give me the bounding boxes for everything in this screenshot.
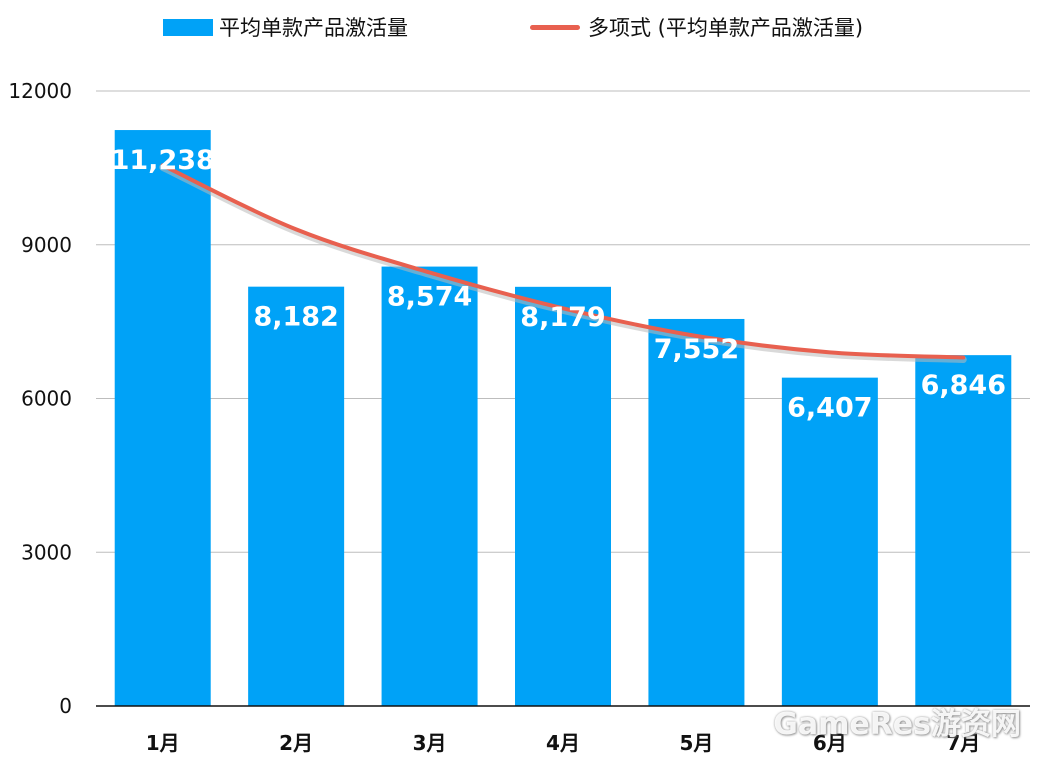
bars xyxy=(114,130,1012,707)
x-tick-label: 5月 xyxy=(679,731,713,755)
x-tick-label: 7月 xyxy=(946,731,980,755)
bar xyxy=(248,286,345,706)
x-tick-label: 2月 xyxy=(279,731,313,755)
data-labels: 11,238 8,182 8,574 8,179 7,552 6,407 6,846 xyxy=(111,145,1006,424)
legend-item-trendline: 多项式 (平均单款产品激活量) xyxy=(530,12,863,42)
legend-item-bars: 平均单款产品激活量 xyxy=(163,12,408,42)
bar xyxy=(114,130,211,707)
x-tick-label: 4月 xyxy=(546,731,580,755)
data-label: 8,179 xyxy=(520,302,605,333)
legend-line-label: 多项式 (平均单款产品激活量) xyxy=(588,16,864,40)
data-label: 7,552 xyxy=(654,334,739,365)
bar xyxy=(915,355,1012,706)
trendline-group xyxy=(159,163,967,363)
y-tick-label: 9000 xyxy=(21,233,72,257)
bar xyxy=(381,266,478,706)
data-label: 8,182 xyxy=(253,302,338,333)
axes: 0 3000 6000 9000 12000 1月 2月 3月 4月 5月 6月 7月 xyxy=(8,79,1030,755)
watermark: GameRes游资网 xyxy=(773,707,1021,742)
y-tick-label: 12000 xyxy=(8,79,72,103)
y-tick-label: 6000 xyxy=(21,387,72,411)
x-tick-label: 6月 xyxy=(813,731,847,755)
data-label: 6,846 xyxy=(921,370,1006,401)
data-label: 8,574 xyxy=(387,282,472,313)
legend-line-swatch xyxy=(530,24,580,30)
bar xyxy=(515,286,611,706)
legend-bar-swatch xyxy=(163,18,213,36)
bar xyxy=(781,377,878,706)
x-tick-label: 1月 xyxy=(146,731,180,755)
data-label: 11,238 xyxy=(111,145,215,176)
y-tick-label: 0 xyxy=(59,694,72,718)
x-tick-label: 3月 xyxy=(413,731,447,755)
bar xyxy=(648,318,745,706)
trendline xyxy=(160,163,966,360)
data-label: 6,407 xyxy=(787,393,872,424)
y-tick-label: 3000 xyxy=(21,540,72,564)
legend: 平均单款产品激活量 多项式 (平均单款产品激活量) xyxy=(0,6,1043,40)
legend-bar-label: 平均单款产品激活量 xyxy=(219,16,408,40)
